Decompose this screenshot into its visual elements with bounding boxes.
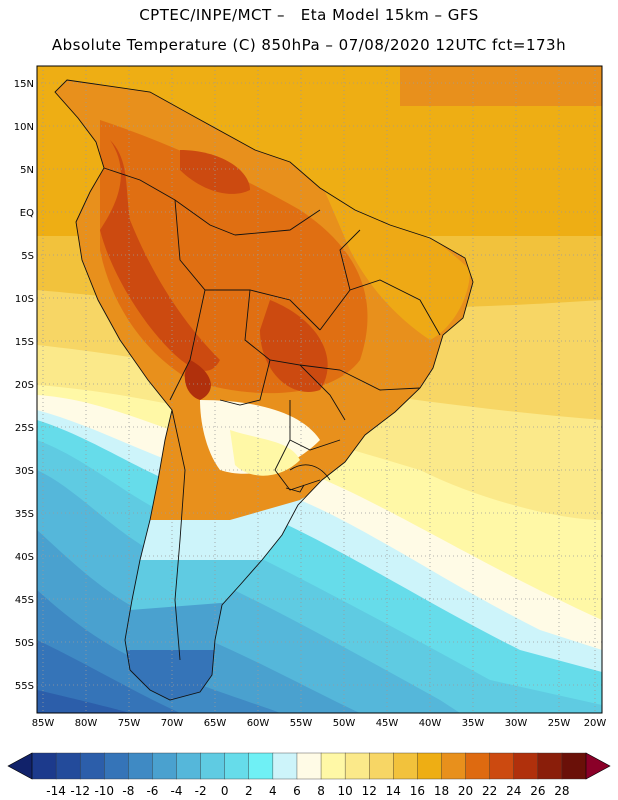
map-title-line1: CPTEC/INPE/MCT – Eta Model 15km – GFS — [139, 6, 479, 24]
color-scale-swatch — [79, 752, 105, 780]
lat-label: 35S — [15, 509, 34, 520]
lon-label: 75W — [118, 718, 141, 729]
map-frame — [36, 65, 603, 714]
color-scale-swatch — [224, 752, 250, 780]
color-scale-tick-label: 28 — [554, 784, 569, 798]
longitude-labels: 85W 80W 75W 70W 65W 60W 55W 50W 45W 40W … — [32, 718, 607, 729]
color-scale-tick-label: -2 — [195, 784, 207, 798]
lon-label: 70W — [161, 718, 184, 729]
coastlines-and-borders — [54, 79, 474, 701]
color-scale-tick-label: -8 — [122, 784, 134, 798]
lon-label: 85W — [32, 718, 55, 729]
lat-label: 45S — [15, 595, 34, 606]
color-scale-swatch — [344, 752, 370, 780]
color-scale-tick-label: 16 — [410, 784, 425, 798]
color-scale-swatch — [513, 752, 539, 780]
color-scale-tick-label: 18 — [434, 784, 449, 798]
lat-label: EQ — [20, 208, 34, 219]
color-scale-tick-label: -12 — [70, 784, 90, 798]
lat-label: 20S — [15, 380, 34, 391]
color-scale-labels: -14 -12 -10 -8 -6 -4 -2 0 2 4 6 8 10 12 14 16 18 20 22 24 26… — [46, 784, 569, 798]
color-scale-swatch — [393, 752, 418, 780]
color-scale-tick-label: -10 — [94, 784, 114, 798]
color-scale-tick-label: 22 — [482, 784, 497, 798]
color-scale-swatch — [31, 752, 57, 780]
lon-label: 35W — [462, 718, 485, 729]
color-scale-swatch — [272, 752, 298, 780]
color-scale-swatch — [441, 752, 467, 780]
latitude-labels: 15N 10N 5N EQ 5S 10S 15S 20S 25S 30S 35S… — [14, 79, 34, 692]
color-scale-bar: -14 -12 -10 -8 -6 -4 -2 0 2 4 6 8 10 12 14 16 18 20 22 24 26… — [7, 752, 611, 798]
color-scale-tick-label: 0 — [221, 784, 229, 798]
color-scale-swatch — [489, 752, 515, 780]
color-scale-tick-label: -14 — [46, 784, 66, 798]
lat-label: 15N — [14, 79, 34, 90]
color-scale-tick-label: 24 — [506, 784, 521, 798]
color-scale-max-arrow — [585, 752, 611, 780]
lon-label: 25W — [548, 718, 571, 729]
color-scale-tick-label: -6 — [146, 784, 158, 798]
color-scale-tick-label: 14 — [386, 784, 401, 798]
lat-label: 10N — [14, 122, 34, 133]
lon-label: 45W — [376, 718, 399, 729]
color-scale-swatch — [537, 752, 563, 780]
map-title-line2: Absolute Temperature (C) 850hPa – 07/08/… — [51, 36, 567, 54]
color-scale-swatch — [200, 752, 226, 780]
color-scale-tick-label: 8 — [317, 784, 325, 798]
color-scale-min-arrow — [7, 752, 33, 780]
color-scale-tick-label: 20 — [458, 784, 473, 798]
color-scale-tick-label: 4 — [269, 784, 277, 798]
lat-label: 5S — [21, 251, 34, 262]
color-scale-swatch — [320, 752, 346, 780]
color-scale-swatch — [128, 752, 153, 780]
color-scale-swatch — [152, 752, 178, 780]
color-scale-swatch — [248, 752, 274, 780]
lat-label: 40S — [15, 552, 34, 563]
lon-label: 55W — [290, 718, 313, 729]
color-scale-tick-label: 10 — [337, 784, 352, 798]
lon-label: 65W — [204, 718, 227, 729]
color-scale-tick-label: 2 — [245, 784, 253, 798]
lat-label: 10S — [15, 294, 34, 305]
color-scale-swatch — [417, 752, 442, 780]
color-scale-swatch — [104, 752, 129, 780]
temperature-field — [37, 66, 602, 713]
lon-label: 80W — [75, 718, 98, 729]
lon-label: 40W — [419, 718, 442, 729]
lat-label: 15S — [15, 337, 34, 348]
color-scale-swatch — [369, 752, 394, 780]
color-scale-swatches — [31, 752, 587, 780]
color-scale-tick-label: 6 — [293, 784, 301, 798]
lat-label: 55S — [15, 681, 34, 692]
lon-label: 50W — [333, 718, 356, 729]
color-scale-tick-label: -4 — [171, 784, 183, 798]
lon-label: 60W — [247, 718, 270, 729]
color-scale-swatch — [296, 752, 322, 780]
color-scale-swatch — [465, 752, 491, 780]
lon-label: 30W — [505, 718, 528, 729]
lat-label: 25S — [15, 423, 34, 434]
lat-label: 5N — [20, 165, 34, 176]
lat-label: 50S — [15, 638, 34, 649]
lat-label: 30S — [15, 466, 34, 477]
color-scale-tick-label: 12 — [362, 784, 377, 798]
color-scale-swatch — [561, 752, 587, 780]
color-scale-tick-label: 26 — [530, 784, 545, 798]
color-scale-swatch — [176, 752, 202, 780]
lon-label: 20W — [584, 718, 607, 729]
color-scale-swatch — [55, 752, 81, 780]
